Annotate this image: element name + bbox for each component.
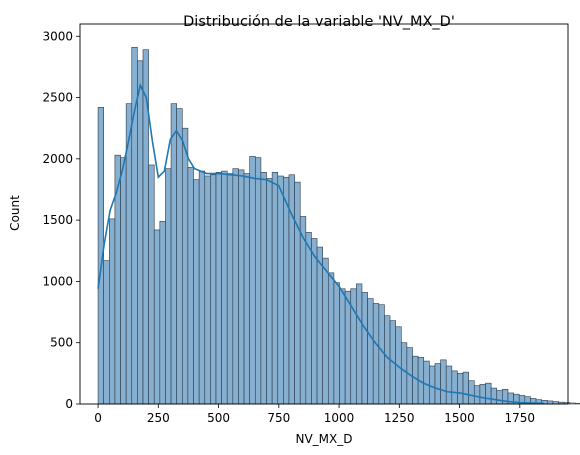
histogram-bar — [277, 175, 284, 405]
histogram-bar — [327, 272, 335, 405]
histogram-bar — [440, 359, 447, 405]
x-axis: 0 250 500 750 1000 1250 1500 1750 — [94, 404, 535, 425]
y-tick-label: 500 — [50, 336, 73, 350]
histogram-bar — [339, 288, 346, 405]
histogram-bar — [311, 238, 318, 405]
histogram-bar — [299, 216, 307, 405]
histogram-bar — [367, 298, 374, 405]
y-tick-label: 2500 — [42, 91, 73, 105]
histogram-bar — [148, 164, 155, 405]
histogram-bar — [198, 170, 206, 405]
histogram-bar — [283, 176, 290, 405]
histogram-bar — [400, 342, 408, 405]
histogram-bar — [361, 292, 368, 405]
histogram-bar — [445, 365, 453, 405]
histogram-bar — [485, 382, 492, 405]
x-tick-label: 0 — [94, 411, 102, 425]
histogram-bar — [316, 246, 323, 405]
histogram-bar — [204, 175, 211, 405]
x-tick-label: 1500 — [444, 411, 475, 425]
histogram-bar — [294, 181, 301, 405]
histogram-bar — [434, 363, 441, 405]
histogram-bar — [260, 172, 267, 405]
x-tick-label: 1750 — [505, 411, 536, 425]
y-axis-label: Count — [8, 195, 22, 231]
histogram-bar — [305, 232, 312, 405]
histogram-bar — [496, 390, 503, 405]
histogram-bar — [221, 170, 228, 405]
y-tick-label: 0 — [65, 397, 73, 411]
histogram-bar — [344, 290, 352, 405]
y-tick-label: 3000 — [42, 29, 73, 43]
y-tick-label: 1500 — [42, 213, 73, 227]
histogram-bar — [181, 127, 189, 405]
y-tick-label: 1000 — [42, 274, 73, 288]
histogram-bar — [473, 385, 481, 405]
histogram-bar — [468, 380, 475, 405]
histogram-bar — [266, 178, 273, 405]
plot-frame — [79, 23, 569, 405]
histogram-bar — [243, 173, 250, 405]
histogram-bar — [457, 373, 464, 405]
histogram-bar — [575, 402, 580, 405]
histogram-bar — [451, 370, 458, 405]
histogram-bar — [254, 157, 262, 405]
histogram-bar — [193, 179, 200, 405]
x-tick-label: 750 — [267, 411, 290, 425]
histogram-bar — [378, 304, 385, 405]
histogram-bar — [170, 103, 177, 405]
y-axis: 0 500 1000 1500 2000 2500 3000 — [42, 29, 80, 411]
histogram-bar — [490, 387, 498, 405]
histogram-bar — [322, 257, 329, 405]
x-tick-label: 1000 — [324, 411, 355, 425]
y-tick-label: 2000 — [42, 152, 73, 166]
histogram-bar — [333, 282, 340, 405]
histogram-bar — [159, 221, 166, 405]
histogram-bar — [423, 360, 430, 405]
histogram-bar — [249, 156, 256, 405]
chart-title: Distribución de la variable 'NV_MX_D' — [183, 14, 455, 30]
histogram-bar — [226, 173, 234, 405]
histogram-bar — [210, 174, 217, 405]
x-tick-label: 500 — [207, 411, 230, 425]
histogram-bar — [232, 168, 239, 405]
histogram-bar — [103, 260, 110, 405]
histogram-bar — [462, 371, 469, 405]
kde-line — [97, 82, 544, 405]
histogram-bar — [165, 168, 172, 405]
histogram-bar — [215, 172, 222, 405]
histogram-bar — [429, 365, 436, 405]
histogram-bar — [546, 400, 554, 405]
histogram-bar — [372, 303, 380, 405]
histogram-bar — [569, 402, 576, 405]
histogram-bar — [109, 218, 116, 405]
histogram-bar — [187, 167, 194, 405]
histogram-bar — [479, 384, 486, 405]
histogram-bar — [153, 229, 161, 405]
histogram-bar — [176, 108, 183, 405]
histogram-bar — [238, 169, 245, 405]
histogram-bar — [271, 172, 279, 405]
histogram-bar — [356, 283, 363, 405]
x-tick-label: 250 — [147, 411, 170, 425]
bars-group — [97, 46, 580, 405]
x-axis-label: NV_MX_D — [296, 432, 353, 446]
x-tick-label: 1250 — [384, 411, 415, 425]
histogram-bar — [137, 60, 144, 405]
histogram-bar — [120, 157, 127, 405]
